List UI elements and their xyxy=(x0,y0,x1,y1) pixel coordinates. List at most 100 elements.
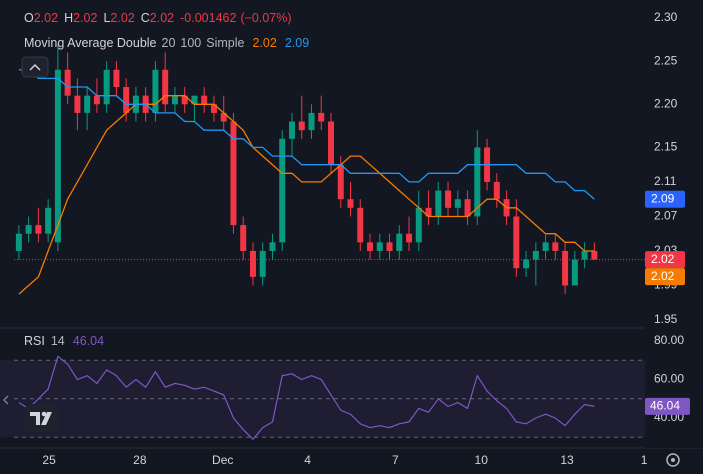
candle-body xyxy=(230,121,237,226)
candle-body xyxy=(103,69,110,105)
candle-body xyxy=(542,242,549,251)
candle-body xyxy=(259,250,266,277)
x-tick-label: 1 xyxy=(641,453,648,467)
candle-body xyxy=(25,225,32,234)
legend-text: RSI xyxy=(24,334,45,348)
legend-text: H xyxy=(64,11,73,25)
legend-text: 2.09 xyxy=(285,36,309,50)
candle-body xyxy=(210,104,217,113)
x-tick-label: 7 xyxy=(392,453,399,467)
candle-body xyxy=(15,233,22,251)
y-tick-label: 2.07 xyxy=(654,209,678,223)
candle-body xyxy=(552,242,559,251)
candle-body xyxy=(45,207,52,234)
legend-text: (−0.07%) xyxy=(240,11,291,25)
candle-body xyxy=(562,250,569,286)
candle-body xyxy=(474,147,481,217)
collapse-button[interactable] xyxy=(21,56,49,78)
candle-body xyxy=(386,242,393,251)
legend-text: C xyxy=(141,11,150,25)
price-label-box xyxy=(645,268,685,286)
rsi-legend: RSI 14 46.04 xyxy=(24,334,104,348)
legend-text: 2.02 xyxy=(150,11,174,25)
candle-body xyxy=(298,121,305,131)
rsi-line xyxy=(18,355,595,441)
legend-text: 2.02 xyxy=(252,36,276,50)
candle-body xyxy=(328,121,334,165)
y-tick-label: 2.20 xyxy=(654,96,678,110)
candle-body xyxy=(201,95,208,105)
candle-body xyxy=(454,199,461,208)
candle-body xyxy=(415,207,422,243)
candle-body xyxy=(445,190,452,208)
x-tick-label: 13 xyxy=(560,453,574,467)
legend-text: 14 xyxy=(51,334,65,348)
ma-legend: Moving Average Double 20 100 Simple 2.02 2.09 xyxy=(24,36,309,50)
legend-text: 2.02 xyxy=(34,11,58,25)
legend-text: 46.04 xyxy=(73,334,104,348)
rsi-tick-label: 60.00 xyxy=(654,372,684,386)
x-tick-label: 4 xyxy=(304,453,311,467)
x-tick-label: 25 xyxy=(42,453,56,467)
y-tick-label: 2.15 xyxy=(654,140,678,154)
legend-text: 2.02 xyxy=(73,11,97,25)
candle-body xyxy=(357,207,364,243)
rsi-tick-label: 80.00 xyxy=(654,333,684,347)
candle-body xyxy=(74,95,81,113)
candle-body xyxy=(523,259,530,269)
candle-body xyxy=(435,190,442,217)
price-label: 2.02 xyxy=(651,269,675,283)
scroll-arrow[interactable] xyxy=(2,395,9,405)
candle-body xyxy=(493,181,500,200)
x-tick-label: 28 xyxy=(133,453,147,467)
candle-body xyxy=(171,95,178,105)
y-tick-label: 2.11 xyxy=(654,174,677,188)
rsi-label: 46.04 xyxy=(650,399,680,413)
x-tick-label: 10 xyxy=(475,453,489,467)
candle-body xyxy=(191,95,198,105)
candle-body xyxy=(513,216,520,269)
legend-text: -0.001462 xyxy=(180,11,236,25)
candle-body xyxy=(464,199,471,217)
settings-button[interactable] xyxy=(666,453,680,467)
candle-body xyxy=(347,199,354,208)
legend-text: Simple xyxy=(206,36,244,50)
candle-body xyxy=(571,259,578,286)
legend-text: L xyxy=(103,11,110,25)
candle-body xyxy=(162,69,169,105)
y-tick-label: 2.30 xyxy=(654,10,678,24)
candle-body xyxy=(581,250,588,260)
y-tick-label: 2.25 xyxy=(654,53,678,67)
candle-body xyxy=(35,225,42,234)
moving-average-line xyxy=(18,95,595,295)
candle-body xyxy=(318,112,325,122)
price-label: 2.02 xyxy=(651,252,675,266)
price-label: 2.09 xyxy=(651,191,675,205)
ohlc-legend: O2.02 H2.02 L2.02 C2.02 -0.001462 (−0.07%) xyxy=(24,11,292,25)
candle-body xyxy=(93,95,100,105)
candle-body xyxy=(425,207,432,217)
x-tick-label: Dec xyxy=(212,453,233,467)
price-label-box xyxy=(645,251,685,269)
y-tick-label: 1.95 xyxy=(654,312,678,326)
candle-body xyxy=(376,242,383,251)
candle-body xyxy=(123,87,130,113)
candle-body xyxy=(591,250,598,260)
candle-body xyxy=(181,95,188,105)
candle-body xyxy=(308,112,315,131)
candle-body xyxy=(269,242,276,251)
legend-text: 100 xyxy=(180,36,201,50)
legend-text: 2.02 xyxy=(110,11,134,25)
candle-body xyxy=(84,95,91,113)
candle-body xyxy=(54,69,61,243)
candle-body xyxy=(220,112,227,122)
candle-body xyxy=(113,69,120,88)
candle-body xyxy=(279,138,286,243)
price-axis-bg xyxy=(645,0,703,448)
candle-body xyxy=(396,233,403,251)
legend-text: Moving Average Double xyxy=(24,36,157,50)
candle-body xyxy=(288,121,295,139)
tradingview-logo[interactable] xyxy=(25,404,59,432)
rsi-label-box xyxy=(645,397,690,415)
